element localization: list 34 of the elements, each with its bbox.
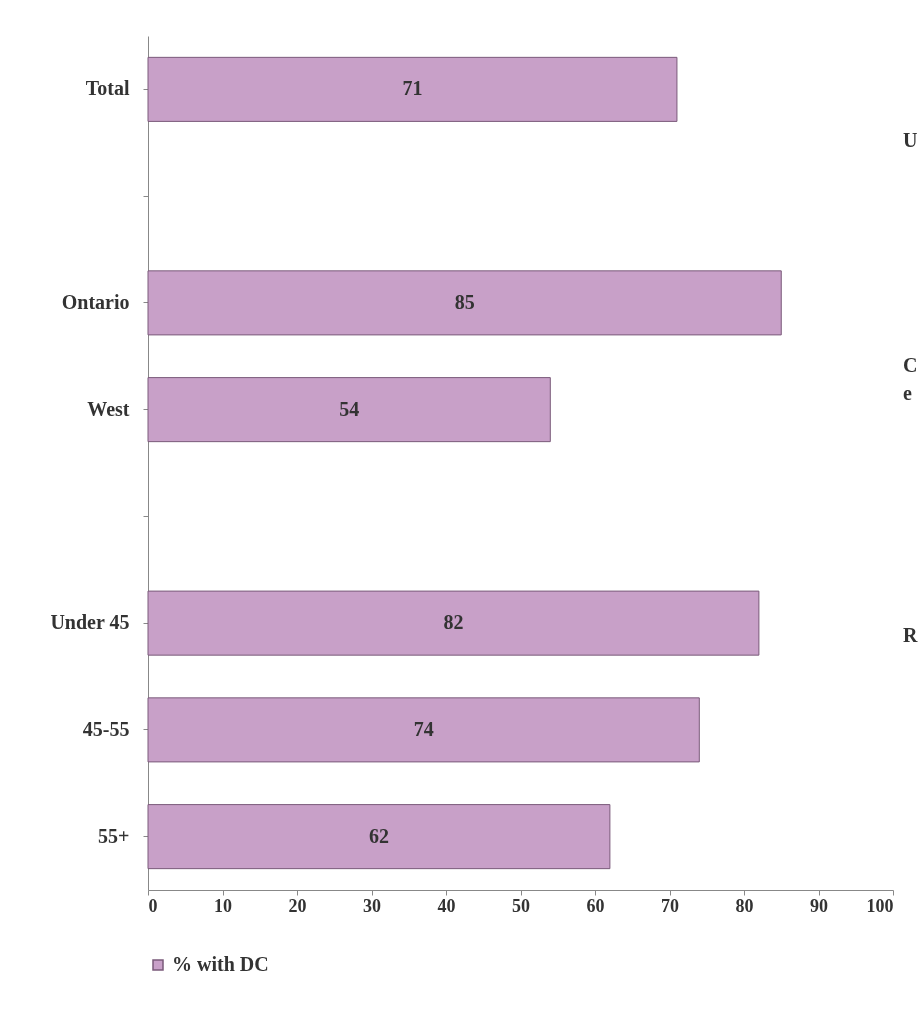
data-label: 85	[454, 290, 475, 313]
x-tick-label: 50	[512, 895, 530, 916]
data-label: 62	[368, 824, 389, 847]
bar	[147, 590, 760, 656]
x-tick-label: 80	[735, 895, 754, 916]
text: U	[903, 129, 918, 151]
x-tick-label: 40	[437, 895, 456, 916]
legend-label: % with DC	[172, 953, 269, 975]
x-tick-label: 60	[586, 895, 605, 916]
text: C	[903, 354, 918, 376]
x-tick-label: 0	[148, 895, 158, 916]
y-tick-label: West	[87, 397, 130, 420]
x-tick-label: 100	[866, 895, 894, 916]
bar	[147, 697, 700, 763]
y-tick-label: 55+	[98, 824, 130, 847]
y-tick-label: Ontario	[61, 290, 130, 313]
bar	[147, 270, 782, 336]
bar	[147, 804, 611, 870]
data-label: 54	[339, 397, 360, 420]
text: e	[903, 382, 912, 404]
data-label: 74	[413, 717, 434, 740]
text: R	[903, 624, 918, 646]
x-tick-label: 20	[288, 895, 307, 916]
y-tick-label: Under 45	[50, 611, 130, 634]
data-label: 82	[443, 611, 464, 634]
x-tick-label: 90	[810, 895, 828, 916]
x-tick-label: 10	[214, 895, 232, 916]
y-tick-label: Total	[85, 77, 130, 100]
bar	[147, 56, 678, 122]
bar	[147, 377, 551, 443]
x-tick-label: 70	[661, 895, 679, 916]
x-tick-label: 30	[363, 895, 381, 916]
data-label: 71	[402, 77, 423, 100]
y-tick-label: 45-55	[82, 717, 130, 740]
